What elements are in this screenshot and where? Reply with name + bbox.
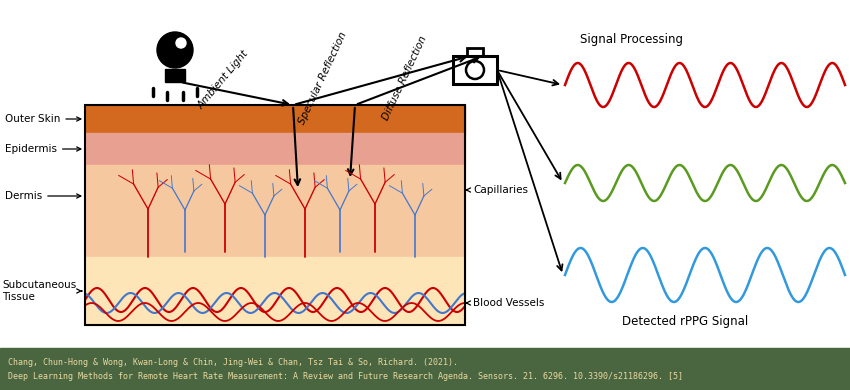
Text: Signal Processing: Signal Processing [580,34,683,46]
Bar [0,348,850,390]
Text: Epidermis: Epidermis [5,144,81,154]
Text: Diffuse Reflection: Diffuse Reflection [381,34,429,122]
Bar [85,105,465,325]
Bar [467,48,483,56]
Bar [85,133,465,165]
Bar [85,257,465,325]
Bar [85,165,465,257]
Bar [453,56,497,84]
Bar [85,105,465,133]
Bar [165,69,185,82]
Text: Dermis: Dermis [5,191,81,201]
Text: Subcutaneous
Tissue: Subcutaneous Tissue [2,280,82,302]
Circle shape [176,38,186,48]
Text: Chang, Chun-Hong & Wong, Kwan-Long & Chin, Jing-Wei & Chan, Tsz Tai & So, Richar: Chang, Chun-Hong & Wong, Kwan-Long & Chi… [8,358,458,367]
Text: Deep Learning Methods for Remote Heart Rate Measurement: A Review and Future Res: Deep Learning Methods for Remote Heart R… [8,372,683,381]
Text: Specular Reflection: Specular Reflection [298,30,348,126]
Text: Ambient Light: Ambient Light [196,49,251,111]
Text: Outer Skin: Outer Skin [5,114,81,124]
Circle shape [157,32,193,68]
Text: Capillaries: Capillaries [467,185,528,195]
Bar [85,105,465,325]
Text: Detected rPPG Signal: Detected rPPG Signal [622,316,748,328]
Text: Blood Vessels: Blood Vessels [467,298,544,308]
